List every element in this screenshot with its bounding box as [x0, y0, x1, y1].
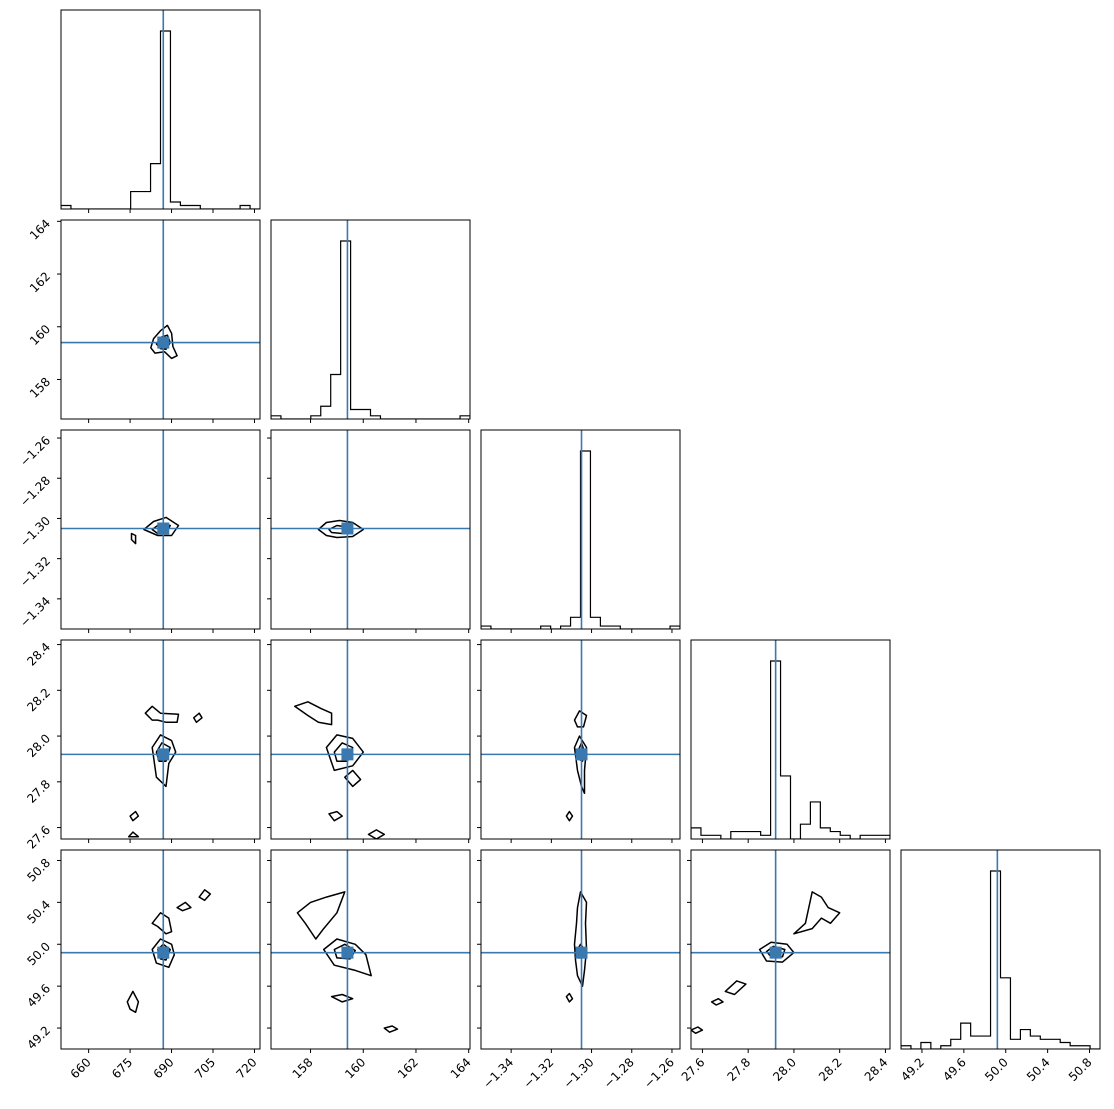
- histogram-1: [271, 240, 470, 419]
- contour-4-0-4: [198, 889, 212, 902]
- contour-4-2-0: [573, 891, 588, 987]
- contour-4-0-0: [151, 938, 176, 969]
- panel-2-2: [480, 429, 681, 633]
- panel-3-1: [267, 639, 471, 843]
- truth-marker-4-0: [157, 946, 170, 959]
- panel-1-1: [270, 219, 471, 423]
- contour-3-0-5: [127, 831, 140, 838]
- truth-marker-3-1: [341, 748, 354, 761]
- truth-marker-2-0: [157, 522, 170, 535]
- contour-4-2-2: [565, 992, 574, 1003]
- contour-3-2-2: [573, 710, 588, 728]
- panel-frame-3-0: [60, 639, 261, 840]
- contour-4-0-3: [176, 901, 192, 912]
- contour-3-1-5: [367, 829, 386, 839]
- panel-frame-4-2: [480, 849, 681, 1050]
- contour-4-3-2: [793, 891, 841, 935]
- contour-4-1-3: [330, 993, 354, 1003]
- contour-3-1-2: [293, 701, 333, 726]
- panel-body: [271, 850, 470, 1049]
- contour-4-3-4: [710, 997, 724, 1006]
- panel-0-0: [60, 9, 261, 213]
- panel-frame-3-3: [690, 639, 891, 840]
- panel-body: [61, 850, 260, 1049]
- truth-marker-4-2: [575, 946, 588, 959]
- truth-marker-3-2: [575, 748, 588, 761]
- panel-body: [901, 850, 1100, 1049]
- panel-frame-4-4: [900, 849, 1101, 1050]
- truth-marker-2-1: [341, 522, 354, 535]
- panel-body: [481, 850, 680, 1049]
- truth-marker-4-3: [769, 946, 782, 959]
- panel-frame-4-0: [60, 849, 261, 1050]
- panel-body: [691, 640, 890, 839]
- contour-4-1-4: [383, 1025, 399, 1033]
- contour-3-1-3: [344, 769, 362, 788]
- panel-frame-3-2: [480, 639, 681, 840]
- contour-4-0-5: [126, 990, 140, 1014]
- panel-body: [691, 850, 890, 1049]
- contour-3-0-2: [144, 705, 180, 724]
- panel-frame-0-0: [60, 9, 261, 210]
- histogram-0: [61, 30, 260, 209]
- contour-2-0-0: [143, 516, 180, 537]
- contour-1-0-0: [150, 324, 178, 360]
- contour-4-3-3: [724, 980, 747, 996]
- panel-frame-2-2: [480, 429, 681, 630]
- panel-body: [61, 220, 260, 419]
- contour-2-1-0: [317, 519, 365, 539]
- panel-body: [271, 640, 470, 839]
- panel-frame-2-0: [60, 429, 261, 630]
- panel-frame-2-1: [270, 429, 471, 630]
- panel-body: [61, 640, 260, 839]
- panel-body: [61, 10, 260, 209]
- panel-3-3: [690, 639, 891, 843]
- panel-body: [271, 220, 470, 419]
- contour-4-1-0: [322, 938, 372, 977]
- panel-body: [481, 430, 680, 629]
- histogram-2: [481, 450, 680, 629]
- panel-frame-4-1: [270, 849, 471, 1050]
- histogram-4: [901, 870, 1100, 1049]
- contour-2-0-2: [130, 532, 137, 545]
- contour-4-3-5: [691, 1026, 704, 1035]
- panel-body: [61, 430, 260, 629]
- panel-frame-4-3: [690, 849, 891, 1050]
- panel-2-1: [267, 429, 471, 633]
- contour-3-0-0: [151, 734, 177, 788]
- panel-body: [481, 640, 680, 839]
- panel-3-2: [477, 639, 681, 843]
- panel-frame-3-1: [270, 639, 471, 840]
- contour-3-0-3: [192, 712, 203, 724]
- contour-3-2-3: [565, 810, 574, 822]
- truth-marker-4-1: [341, 946, 354, 959]
- contour-3-0-4: [129, 810, 140, 822]
- panel-frame-1-0: [60, 219, 261, 420]
- contour-3-1-0: [325, 734, 365, 772]
- contour-4-1-2: [296, 891, 346, 940]
- panel-frame-1-1: [270, 219, 471, 420]
- panel-body: [271, 430, 470, 629]
- contour-4-0-2: [151, 912, 173, 935]
- truth-marker-1-0: [157, 336, 170, 349]
- contour-3-2-0: [573, 735, 588, 795]
- truth-marker-3-0: [157, 748, 170, 761]
- contour-3-1-4: [328, 810, 343, 822]
